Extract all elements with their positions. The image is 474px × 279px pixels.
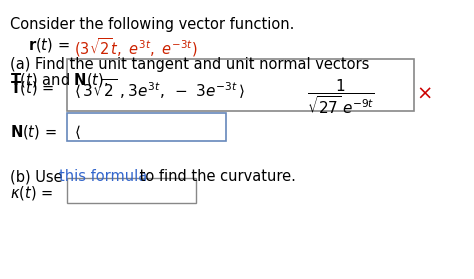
Text: to find the curvature.: to find the curvature. [135, 169, 296, 184]
Text: (a) Find the unit tangent and unit normal vectors: (a) Find the unit tangent and unit norma… [10, 57, 374, 72]
Text: Consider the following vector function.: Consider the following vector function. [10, 17, 294, 32]
Text: $\langle$: $\langle$ [74, 123, 81, 141]
Bar [67, 59, 414, 111]
Text: $\mathbf{T}(t)$ =: $\mathbf{T}(t)$ = [10, 79, 55, 97]
Text: $(3\sqrt{2}t,\ e^{3t},\ e^{-3t})$: $(3\sqrt{2}t,\ e^{3t},\ e^{-3t})$ [74, 36, 198, 59]
Bar [67, 178, 196, 203]
Text: this formula: this formula [59, 169, 148, 184]
Bar [67, 113, 226, 141]
Text: $\kappa(t)$ =: $\kappa(t)$ = [10, 184, 53, 202]
Text: (b) Use: (b) Use [10, 169, 67, 184]
Text: $\mathbf{N}(t)$ =: $\mathbf{N}(t)$ = [10, 123, 56, 141]
Text: $\times$: $\times$ [416, 84, 432, 103]
Text: $\mathbf{r}$$(t)$ =: $\mathbf{r}$$(t)$ = [28, 36, 71, 54]
Text: $\langle\, 3\sqrt{2}\ ,3e^{3t},\ -\ 3e^{-3t}\,\rangle$: $\langle\, 3\sqrt{2}\ ,3e^{3t},\ -\ 3e^{… [74, 77, 245, 101]
Text: $\mathbf{T}(t)$ and $\mathbf{N}(t)$.: $\mathbf{T}(t)$ and $\mathbf{N}(t)$. [10, 71, 109, 89]
Text: $\dfrac{1}{\sqrt{27}\,e^{-9t}}$: $\dfrac{1}{\sqrt{27}\,e^{-9t}}$ [307, 77, 374, 116]
